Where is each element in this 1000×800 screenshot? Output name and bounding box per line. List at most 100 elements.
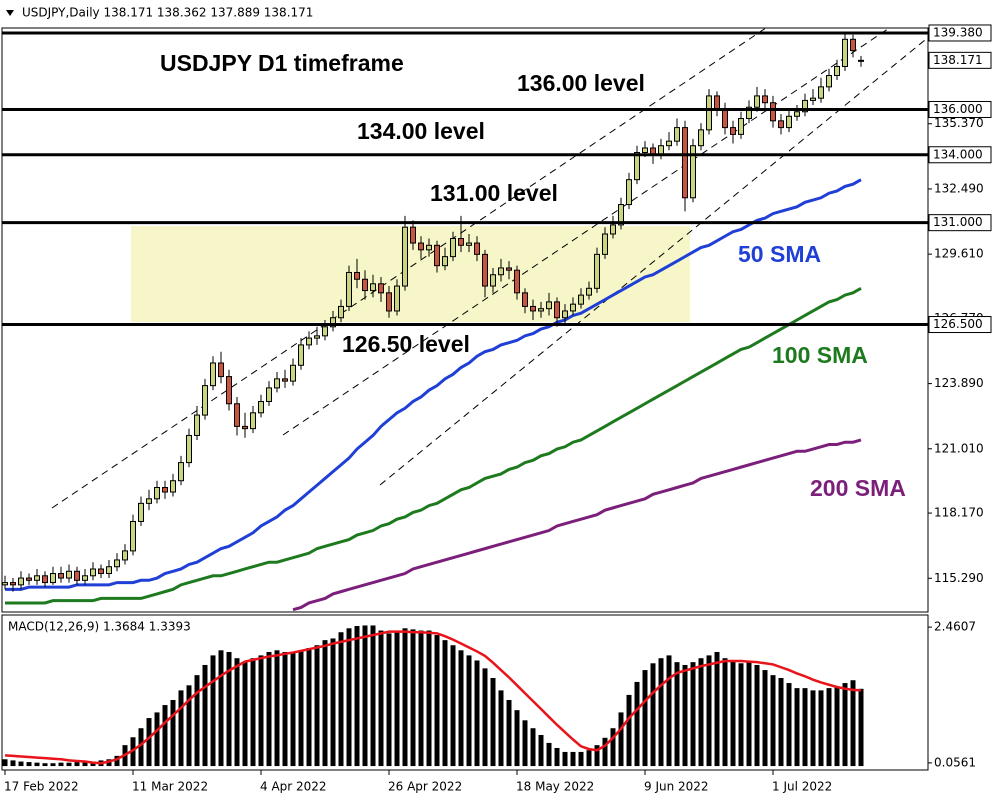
macd-bar: [466, 655, 472, 767]
macd-bar: [402, 628, 408, 767]
candle-body: [354, 271, 360, 280]
candle-body: [578, 294, 584, 305]
signal-line: [4, 630, 862, 765]
candle-body: [394, 285, 400, 312]
y-tick-label: 129.610: [934, 247, 984, 261]
candle-body: [418, 242, 424, 251]
sma-label: 100 SMA: [772, 342, 868, 368]
candle-body: [138, 502, 144, 522]
y-tick-label: 115.290: [934, 571, 984, 585]
macd-bar: [842, 683, 848, 767]
macd-bar: [522, 720, 528, 767]
candle-body: [730, 127, 736, 135]
macd-bar: [418, 630, 424, 767]
candle-body: [570, 303, 576, 312]
macd-bar: [754, 664, 760, 767]
candle-body: [818, 86, 824, 99]
candle-body: [402, 226, 408, 287]
macd-bar: [186, 685, 192, 767]
candle-body: [34, 575, 40, 581]
macd-bar: [778, 677, 784, 767]
macd-bar: [242, 662, 248, 767]
macd-bar: [802, 688, 808, 767]
macd-bar: [458, 650, 464, 767]
candle-body: [522, 292, 528, 307]
macd-bar: [282, 652, 288, 767]
sma-line: [5, 178, 862, 591]
level-label: 134.000: [933, 147, 983, 161]
candle-body: [794, 111, 800, 117]
menu-icon[interactable]: [6, 10, 14, 16]
macd-bar: [42, 763, 48, 767]
macd-bar: [346, 628, 352, 767]
candle-body: [442, 256, 448, 267]
macd-bar: [82, 761, 88, 767]
candle-body: [698, 129, 704, 147]
candle-body: [434, 244, 440, 267]
macd-bar: [762, 670, 768, 767]
candle-body: [90, 568, 96, 577]
macd-bar: [354, 626, 360, 767]
macd-bar: [706, 655, 712, 767]
level-box: [928, 100, 992, 118]
y-tick-label: 0.0561: [934, 755, 976, 769]
candle-body: [666, 140, 672, 147]
macd-bar: [818, 690, 824, 767]
x-tick-label: 18 May 2022: [516, 780, 594, 794]
annotation: USDJPY D1 timeframe: [160, 50, 404, 76]
candle-body: [330, 317, 336, 328]
macd-header: MACD(12,26,9) 1.3684 1.3393: [8, 620, 191, 634]
candle-body: [610, 224, 616, 235]
macd-bar: [306, 648, 312, 767]
candle-body: [498, 267, 504, 276]
candle-body: [858, 59, 864, 62]
macd-bar: [730, 660, 736, 767]
macd-bar: [194, 675, 200, 767]
macd-bar: [290, 652, 296, 767]
channel-line: [379, 39, 926, 486]
macd-bar: [594, 745, 600, 767]
candle-body: [850, 38, 856, 52]
macd-bar: [226, 652, 232, 767]
macd-bar: [202, 664, 208, 767]
annotation: 134.00 level: [357, 118, 485, 144]
macd-bar: [210, 655, 216, 767]
x-tick-label: 4 Apr 2022: [260, 780, 327, 794]
candle-body: [122, 550, 128, 561]
macd-bar: [170, 699, 176, 767]
macd-bar: [34, 762, 40, 767]
macd-bar: [322, 640, 328, 767]
y-tick-label: 135.370: [934, 116, 984, 130]
annotation: 131.00 level: [430, 180, 558, 206]
candle-body: [178, 462, 184, 482]
candle-body: [2, 582, 8, 586]
candle-body: [674, 127, 680, 142]
macd-bar: [858, 688, 864, 767]
candle-body: [738, 118, 744, 135]
macd-bar: [162, 705, 168, 767]
candle-body: [306, 337, 312, 346]
macd-bar: [826, 688, 832, 767]
candle-body: [762, 95, 768, 104]
candle-body: [594, 253, 600, 289]
candle-body: [778, 120, 784, 129]
level-label: 126.500: [933, 317, 983, 331]
macd-bar: [266, 652, 272, 767]
sma-label: 50 SMA: [738, 241, 821, 267]
candle-body: [626, 179, 632, 206]
macd-bar: [426, 630, 432, 767]
macd-bar: [362, 625, 368, 767]
candle-body: [210, 362, 216, 387]
y-tick-label: 2.4607: [934, 620, 976, 634]
macd-bar: [834, 687, 840, 767]
trend-channel: [51, 28, 926, 509]
macd-bar: [714, 652, 720, 767]
macd-bar: [58, 762, 64, 767]
candle-body: [482, 253, 488, 287]
candle-body: [810, 97, 816, 101]
level-label: 131.000: [933, 215, 983, 229]
macd-bar: [690, 662, 696, 767]
price-label: 138.171: [933, 53, 983, 67]
macd-bar: [538, 734, 544, 767]
